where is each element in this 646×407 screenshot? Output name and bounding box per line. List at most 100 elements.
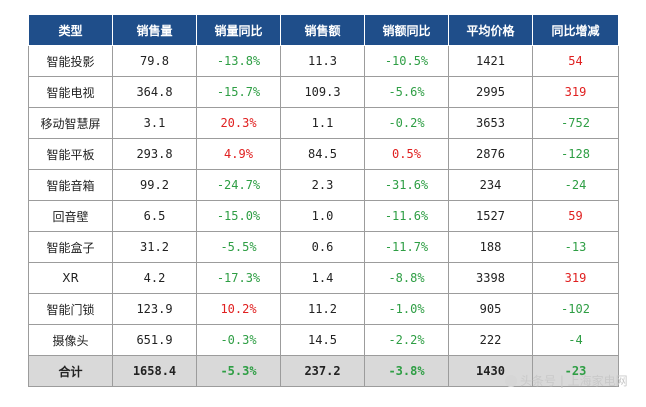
sales-amount-cell: 237.2 (280, 355, 365, 387)
avg-price-cell: 905 (448, 293, 533, 325)
amount-yoy-cell: -31.6% (364, 169, 449, 201)
column-header: 同比增减 (532, 14, 619, 46)
watermark-text: 头条号 | 上海家电网 (520, 374, 628, 388)
sales-volume-cell: 651.9 (112, 324, 197, 356)
sales-amount-cell: 1.1 (280, 107, 365, 139)
table-row: 智能投影 79.8 -13.8% 11.3 -10.5% 1421 54 (28, 45, 619, 77)
total-row: 合计 1658.4 -5.3% 237.2 -3.8% 1430 -23 (28, 355, 619, 387)
avg-price-cell: 188 (448, 231, 533, 263)
table-row: 智能音箱 99.2 -24.7% 2.3 -31.6% 234 -24 (28, 169, 619, 201)
sales-volume-cell: 293.8 (112, 138, 197, 170)
price-change-cell: -4 (532, 324, 619, 356)
price-change-cell: -128 (532, 138, 619, 170)
table-row: 回音壁 6.5 -15.0% 1.0 -11.6% 1527 59 (28, 200, 619, 232)
header-row: 类型 销售量 销量同比 销售额 销额同比 平均价格 同比增减 (28, 14, 619, 46)
category-cell: 智能门锁 (28, 293, 113, 325)
avg-price-cell: 234 (448, 169, 533, 201)
amount-yoy-cell: -2.2% (364, 324, 449, 356)
sales-volume-cell: 3.1 (112, 107, 197, 139)
avg-price-cell: 1430 (448, 355, 533, 387)
amount-yoy-cell: -11.6% (364, 200, 449, 232)
volume-yoy-cell: -24.7% (196, 169, 281, 201)
table-row: 智能电视 364.8 -15.7% 109.3 -5.6% 2995 319 (28, 76, 619, 108)
sales-table-container: 类型 销售量 销量同比 销售额 销额同比 平均价格 同比增减 智能投影 79.8 -13.8% 1… (28, 14, 619, 387)
category-cell: 回音壁 (28, 200, 113, 232)
watermark-logo-icon (505, 375, 517, 387)
table-row: 智能平板 293.8 4.9% 84.5 0.5% 2876 -128 (28, 138, 619, 170)
table-header: 类型 销售量 销量同比 销售额 销额同比 平均价格 同比增减 (28, 14, 619, 46)
table-body: 智能投影 79.8 -13.8% 11.3 -10.5% 1421 54 智能电视 364.8-… (28, 45, 619, 387)
category-cell: 智能电视 (28, 76, 113, 108)
amount-yoy-cell: -3.8% (364, 355, 449, 387)
sales-volume-cell: 4.2 (112, 262, 197, 294)
price-change-cell: 319 (532, 76, 619, 108)
volume-yoy-cell: -15.7% (196, 76, 281, 108)
table-row: 摄像头 651.9 -0.3% 14.5 -2.2% 222 -4 (28, 324, 619, 356)
watermark: 头条号 | 上海家电网 (505, 372, 628, 389)
sales-volume-cell: 123.9 (112, 293, 197, 325)
column-header: 销额同比 (364, 14, 449, 46)
sales-amount-cell: 11.2 (280, 293, 365, 325)
category-cell: 智能平板 (28, 138, 113, 170)
volume-yoy-cell: -15.0% (196, 200, 281, 232)
avg-price-cell: 2995 (448, 76, 533, 108)
sales-amount-cell: 2.3 (280, 169, 365, 201)
avg-price-cell: 3398 (448, 262, 533, 294)
avg-price-cell: 3653 (448, 107, 533, 139)
avg-price-cell: 222 (448, 324, 533, 356)
sales-amount-cell: 109.3 (280, 76, 365, 108)
sales-volume-cell: 6.5 (112, 200, 197, 232)
sales-volume-cell: 364.8 (112, 76, 197, 108)
table-row: 智能盒子 31.2 -5.5% 0.6 -11.7% 188 -13 (28, 231, 619, 263)
column-header: 销量同比 (196, 14, 281, 46)
sales-amount-cell: 1.4 (280, 262, 365, 294)
sales-amount-cell: 11.3 (280, 45, 365, 77)
amount-yoy-cell: -1.0% (364, 293, 449, 325)
volume-yoy-cell: -13.8% (196, 45, 281, 77)
sales-volume-cell: 99.2 (112, 169, 197, 201)
volume-yoy-cell: -5.3% (196, 355, 281, 387)
sales-volume-cell: 79.8 (112, 45, 197, 77)
column-header: 平均价格 (448, 14, 533, 46)
avg-price-cell: 1421 (448, 45, 533, 77)
amount-yoy-cell: -5.6% (364, 76, 449, 108)
category-cell: 智能盒子 (28, 231, 113, 263)
sales-amount-cell: 84.5 (280, 138, 365, 170)
column-header: 销售量 (112, 14, 197, 46)
amount-yoy-cell: -11.7% (364, 231, 449, 263)
category-cell: 智能投影 (28, 45, 113, 77)
volume-yoy-cell: -5.5% (196, 231, 281, 263)
column-header: 类型 (28, 14, 113, 46)
sales-table: 类型 销售量 销量同比 销售额 销额同比 平均价格 同比增减 智能投影 79.8 -13.8% 1… (28, 14, 619, 387)
category-cell: 摄像头 (28, 324, 113, 356)
category-cell: 移动智慧屏 (28, 107, 113, 139)
price-change-cell: -13 (532, 231, 619, 263)
volume-yoy-cell: 10.2% (196, 293, 281, 325)
category-cell: 合计 (28, 355, 113, 387)
avg-price-cell: 1527 (448, 200, 533, 232)
column-header: 销售额 (280, 14, 365, 46)
category-cell: 智能音箱 (28, 169, 113, 201)
avg-price-cell: 2876 (448, 138, 533, 170)
sales-amount-cell: 1.0 (280, 200, 365, 232)
sales-amount-cell: 0.6 (280, 231, 365, 263)
sales-volume-cell: 1658.4 (112, 355, 197, 387)
volume-yoy-cell: -17.3% (196, 262, 281, 294)
volume-yoy-cell: 20.3% (196, 107, 281, 139)
amount-yoy-cell: -10.5% (364, 45, 449, 77)
amount-yoy-cell: -8.8% (364, 262, 449, 294)
amount-yoy-cell: 0.5% (364, 138, 449, 170)
category-cell: XR (28, 262, 113, 294)
price-change-cell: -102 (532, 293, 619, 325)
table-row: 移动智慧屏 3.1 20.3% 1.1 -0.2% 3653 -752 (28, 107, 619, 139)
price-change-cell: -23 (532, 355, 619, 387)
price-change-cell: 59 (532, 200, 619, 232)
price-change-cell: -24 (532, 169, 619, 201)
price-change-cell: 54 (532, 45, 619, 77)
sales-volume-cell: 31.2 (112, 231, 197, 263)
volume-yoy-cell: -0.3% (196, 324, 281, 356)
amount-yoy-cell: -0.2% (364, 107, 449, 139)
sales-amount-cell: 14.5 (280, 324, 365, 356)
table-row: XR 4.2 -17.3% 1.4 -8.8% 3398 319 (28, 262, 619, 294)
volume-yoy-cell: 4.9% (196, 138, 281, 170)
